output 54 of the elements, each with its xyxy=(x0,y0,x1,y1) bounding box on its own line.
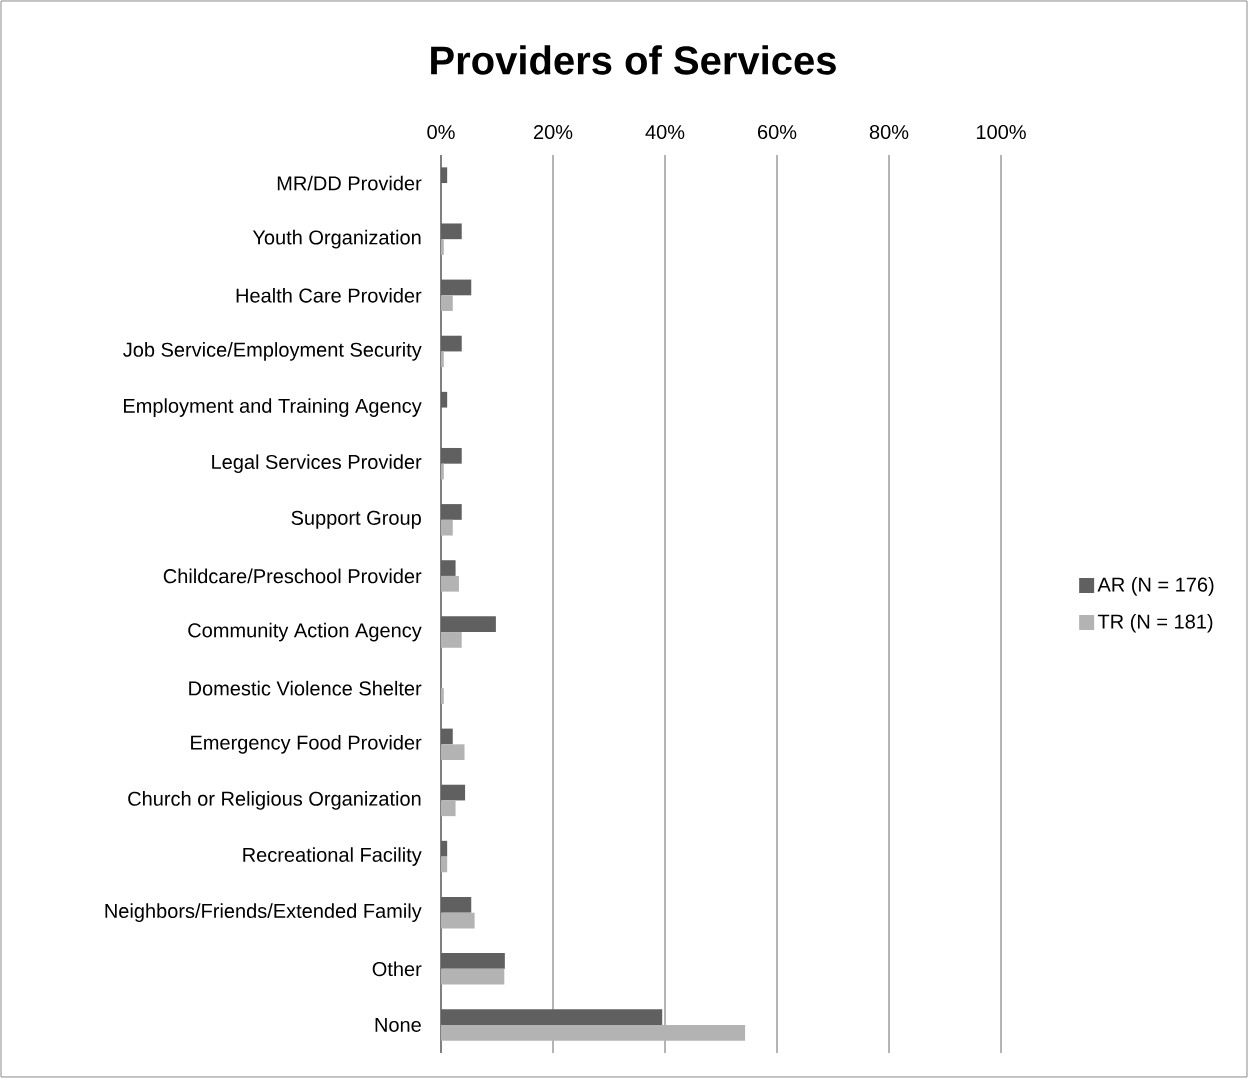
bar xyxy=(441,688,444,704)
bar xyxy=(441,840,448,857)
bar xyxy=(441,953,505,969)
bar xyxy=(441,279,472,296)
y-tick-label: Health Care Provider xyxy=(236,287,422,303)
y-tick-label: Childcare/Preschool Provider xyxy=(163,568,422,584)
bar xyxy=(441,575,459,592)
y-tick-label: Church or Religious Organization xyxy=(128,791,421,810)
bar xyxy=(441,167,448,184)
chart-title: Providers of Services xyxy=(431,45,836,75)
bar xyxy=(441,351,444,368)
bar xyxy=(441,335,462,352)
bar xyxy=(441,1024,746,1041)
legend-label: AR (N = 176) xyxy=(1097,577,1214,596)
bar xyxy=(441,896,472,913)
bar xyxy=(441,295,453,312)
legend-label: TR (N = 181) xyxy=(1097,614,1213,633)
x-tick-label: 100% xyxy=(976,124,1026,140)
y-tick-label: Legal Services Provider xyxy=(212,454,422,474)
x-tick-label: 40% xyxy=(645,124,685,140)
x-tick-label: 80% xyxy=(869,124,909,140)
bar xyxy=(441,223,462,240)
bar xyxy=(441,391,448,408)
y-tick-label: Recreational Facility xyxy=(243,847,422,866)
y-tick-label: Youth Organization xyxy=(252,229,421,249)
x-tick-label: 0% xyxy=(427,124,455,140)
bar xyxy=(441,519,453,536)
bar xyxy=(441,728,453,745)
bar xyxy=(441,968,505,985)
y-tick-label: Domestic Violence Shelter xyxy=(189,680,422,696)
bar xyxy=(441,239,444,255)
y-tick-label: Other xyxy=(372,961,422,977)
y-tick-label: Job Service/Employment Security xyxy=(123,342,422,361)
y-tick-label: Support Group xyxy=(291,510,421,529)
bar xyxy=(441,463,444,480)
bar xyxy=(441,1009,663,1025)
bar xyxy=(441,632,462,648)
y-tick-label: Community Action Agency xyxy=(188,622,422,642)
bar xyxy=(441,744,465,761)
y-tick-label: Emergency Food Provider xyxy=(191,735,422,754)
bar xyxy=(441,616,496,633)
y-tick-label: MR/DD Provider xyxy=(277,175,422,191)
bar xyxy=(441,856,448,873)
bar xyxy=(441,912,475,929)
x-tick-label: 20% xyxy=(533,124,573,140)
bar xyxy=(441,800,456,817)
bar xyxy=(441,784,466,801)
bar xyxy=(441,560,456,576)
bar xyxy=(441,447,462,464)
y-tick-label: Neighbors/Friends/Extended Family xyxy=(105,903,422,923)
y-tick-label: Employment and Training Agency xyxy=(124,398,422,417)
bar xyxy=(441,504,462,520)
x-tick-label: 60% xyxy=(758,124,797,140)
y-tick-label: None xyxy=(375,1017,421,1032)
